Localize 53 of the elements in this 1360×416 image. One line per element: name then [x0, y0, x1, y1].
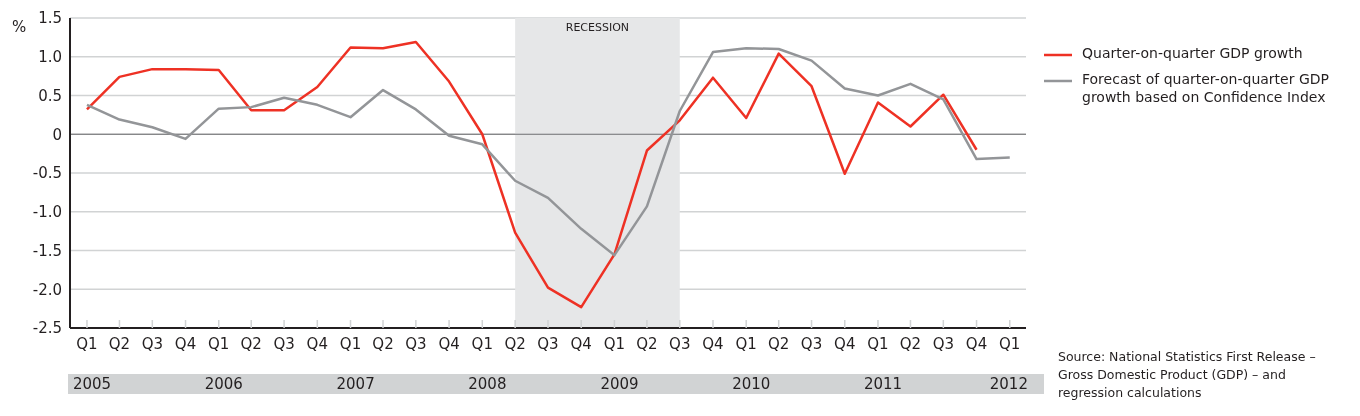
y-tick-label: -1.5 [32, 241, 62, 260]
x-tick-label: Q2 [636, 334, 658, 353]
x-tick-label: Q1 [339, 334, 362, 353]
text: 2012 [989, 374, 1028, 394]
x-tick-label: Q4 [438, 334, 460, 353]
x-tick-label: Q1 [735, 334, 757, 353]
y-tick-label: 1.0 [38, 48, 62, 67]
x-tick-label: Q3 [932, 334, 954, 353]
y-tick-label: -2.0 [32, 280, 62, 299]
x-tick-label: Q4 [834, 334, 856, 353]
text: 2009 [600, 374, 639, 394]
line-series [85, 40, 978, 309]
x-tick-label: Q1 [867, 334, 889, 353]
x-tick-label: Q1 [999, 334, 1021, 353]
legend-label: Forecast of quarter-on-quarter GDP growth based on Confidence Index [1082, 70, 1330, 106]
text: 2007 [336, 374, 375, 394]
x-tick-label: Q1 [208, 334, 230, 353]
x-tick-label: Q3 [669, 334, 691, 353]
y-tick-label: -0.5 [32, 164, 62, 183]
source-note: Source: National Statistics First Release – Gross Domestic Product (GDP) – and regression calculations [1058, 348, 1317, 402]
text: 2005 [72, 374, 112, 394]
x-tick-label: Q3 [537, 334, 559, 353]
x-tick-label: Q2 [504, 334, 526, 353]
band-label: RECESSION [565, 20, 630, 34]
y-tick-label: 0 [52, 125, 62, 144]
x-tick-label: Q3 [273, 334, 295, 353]
x-tick-label: Q2 [108, 334, 131, 353]
x-tick-label: Q2 [240, 334, 262, 353]
line-series [85, 46, 1011, 257]
text: 2008 [468, 374, 507, 394]
y-tick-label: -1.0 [32, 203, 62, 222]
x-tick-label: Q1 [471, 334, 493, 353]
text: 2006 [204, 374, 243, 394]
y-axis-title: % [12, 18, 27, 36]
x-tick-label: Q3 [141, 334, 163, 353]
x-tick-label: Q3 [800, 334, 823, 353]
x-tick-label: Q2 [768, 334, 790, 353]
text: 2011 [863, 374, 903, 394]
y-tick-label: -2.5 [32, 319, 62, 338]
x-tick-label: Q3 [405, 334, 427, 353]
x-tick-label: Q4 [570, 334, 592, 353]
y-tick-label: 1.5 [38, 9, 62, 28]
x-tick-label: Q1 [76, 334, 98, 353]
x-tick-label: Q2 [899, 334, 922, 353]
x-tick-label: Q4 [702, 334, 724, 353]
legend-label: Quarter-on-quarter GDP growth [1082, 44, 1303, 62]
x-tick-label: Q2 [372, 334, 394, 353]
x-tick-label: Q4 [306, 334, 328, 353]
x-tick-label: Q4 [174, 334, 197, 353]
y-tick-label: 0.5 [38, 86, 62, 105]
x-tick-label: Q1 [603, 334, 626, 353]
text: 2010 [732, 374, 771, 394]
x-tick-label: Q4 [965, 334, 988, 353]
